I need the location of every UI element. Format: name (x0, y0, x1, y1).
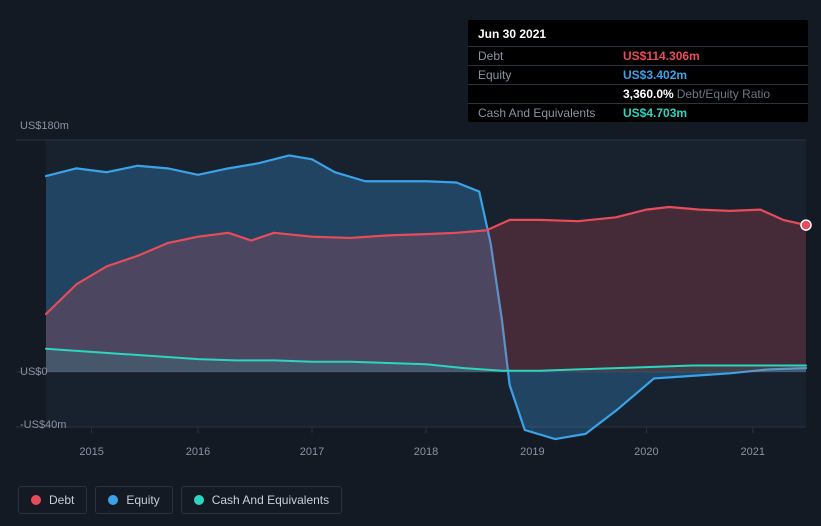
legend-dot-icon (108, 495, 118, 505)
chart-legend: Debt Equity Cash And Equivalents (18, 486, 342, 514)
legend-dot-icon (194, 495, 204, 505)
tooltip-label: Debt (478, 50, 623, 62)
tooltip-value: 3,360.0%Debt/Equity Ratio (623, 88, 770, 100)
chart-svg[interactable] (16, 120, 806, 455)
chart-area: US$180m US$0 -US$40m 2015 2016 2017 2018 201… (16, 120, 806, 470)
legend-label: Cash And Equivalents (212, 493, 329, 507)
chart-tooltip: Jun 30 2021 Debt US$114.306m Equity US$3… (468, 20, 808, 122)
legend-item-equity[interactable]: Equity (95, 486, 172, 514)
x-axis-label: 2019 (520, 446, 544, 458)
x-axis-label: 2021 (741, 446, 765, 458)
x-axis-label: 2016 (186, 446, 210, 458)
y-axis-label: US$0 (20, 366, 48, 378)
x-axis-label: 2017 (300, 446, 324, 458)
legend-item-debt[interactable]: Debt (18, 486, 87, 514)
tooltip-value: US$4.703m (623, 107, 687, 119)
tooltip-ratio-value: 3,360.0% (623, 87, 674, 101)
tooltip-row-debt: Debt US$114.306m (468, 46, 808, 65)
y-axis-label: -US$40m (20, 419, 66, 431)
tooltip-value: US$114.306m (623, 50, 700, 62)
x-axis-label: 2020 (634, 446, 658, 458)
y-axis-label: US$180m (20, 120, 69, 132)
tooltip-label: Equity (478, 69, 623, 81)
tooltip-date: Jun 30 2021 (468, 20, 808, 46)
legend-item-cash[interactable]: Cash And Equivalents (181, 486, 342, 514)
legend-label: Equity (126, 493, 159, 507)
tooltip-row-equity: Equity US$3.402m (468, 65, 808, 84)
tooltip-row-ratio: 3,360.0%Debt/Equity Ratio (468, 84, 808, 103)
x-axis-label: 2015 (79, 446, 103, 458)
legend-dot-icon (31, 495, 41, 505)
tooltip-label: Cash And Equivalents (478, 107, 623, 119)
x-axis-label: 2018 (414, 446, 438, 458)
tooltip-value: US$3.402m (623, 69, 687, 81)
legend-label: Debt (49, 493, 74, 507)
tooltip-ratio-sub: Debt/Equity Ratio (677, 87, 770, 101)
